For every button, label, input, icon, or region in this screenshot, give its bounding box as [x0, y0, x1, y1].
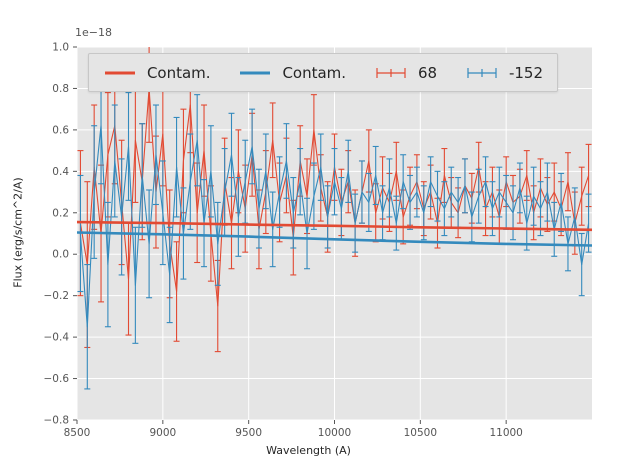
legend-entry: 68	[374, 64, 437, 82]
legend-errorbar-icon	[467, 67, 497, 78]
y-tick-label: 1.0	[52, 42, 69, 54]
legend-label: -152	[508, 63, 543, 82]
y-tick-label: −0.8	[44, 415, 70, 427]
x-tick-label: 10000	[318, 427, 351, 439]
legend: Contam. Contam. 68 -152	[88, 53, 558, 92]
legend-label: Contam.	[282, 63, 347, 82]
x-tick-label: 11000	[489, 427, 522, 439]
series-contam-	[77, 220, 592, 232]
legend-entry: -152	[465, 64, 543, 82]
x-axis-label: Wavelength (A)	[266, 444, 351, 457]
x-tick-label: 8500	[64, 427, 91, 439]
y-tick-label: −0.4	[44, 332, 70, 344]
y-axis-offset-text: 1e−18	[75, 26, 112, 39]
x-tick-label: 10500	[404, 427, 437, 439]
legend-entry: Contam.	[238, 64, 346, 82]
y-tick-label: −0.6	[44, 373, 70, 385]
y-tick-label: −0.2	[44, 290, 70, 302]
legend-label: Contam.	[146, 63, 211, 82]
legend-errorbar-icon	[376, 67, 406, 78]
y-tick-label: 0.2	[52, 207, 69, 219]
legend-line-swatch	[104, 71, 135, 74]
x-tick-label: 9500	[235, 427, 262, 439]
legend-line-swatch	[240, 71, 271, 74]
legend-entry: Contam.	[103, 64, 211, 82]
y-tick-label: 0.4	[52, 166, 69, 178]
series-group	[77, 47, 592, 390]
y-axis-label: Flux (erg/s/cm^2/A)	[11, 177, 25, 288]
y-tick-label: 0.8	[52, 83, 69, 95]
y-tick-label: 0.0	[52, 249, 69, 261]
x-tick-label: 9000	[149, 427, 176, 439]
y-tick-label: 0.6	[52, 124, 69, 136]
series-contam-	[77, 231, 592, 247]
axis-ticks: 8500 9000 9500 10000 10500 11000 −0.8 −0.6 −0.4 −…	[44, 42, 523, 440]
legend-label: 68	[417, 63, 438, 82]
